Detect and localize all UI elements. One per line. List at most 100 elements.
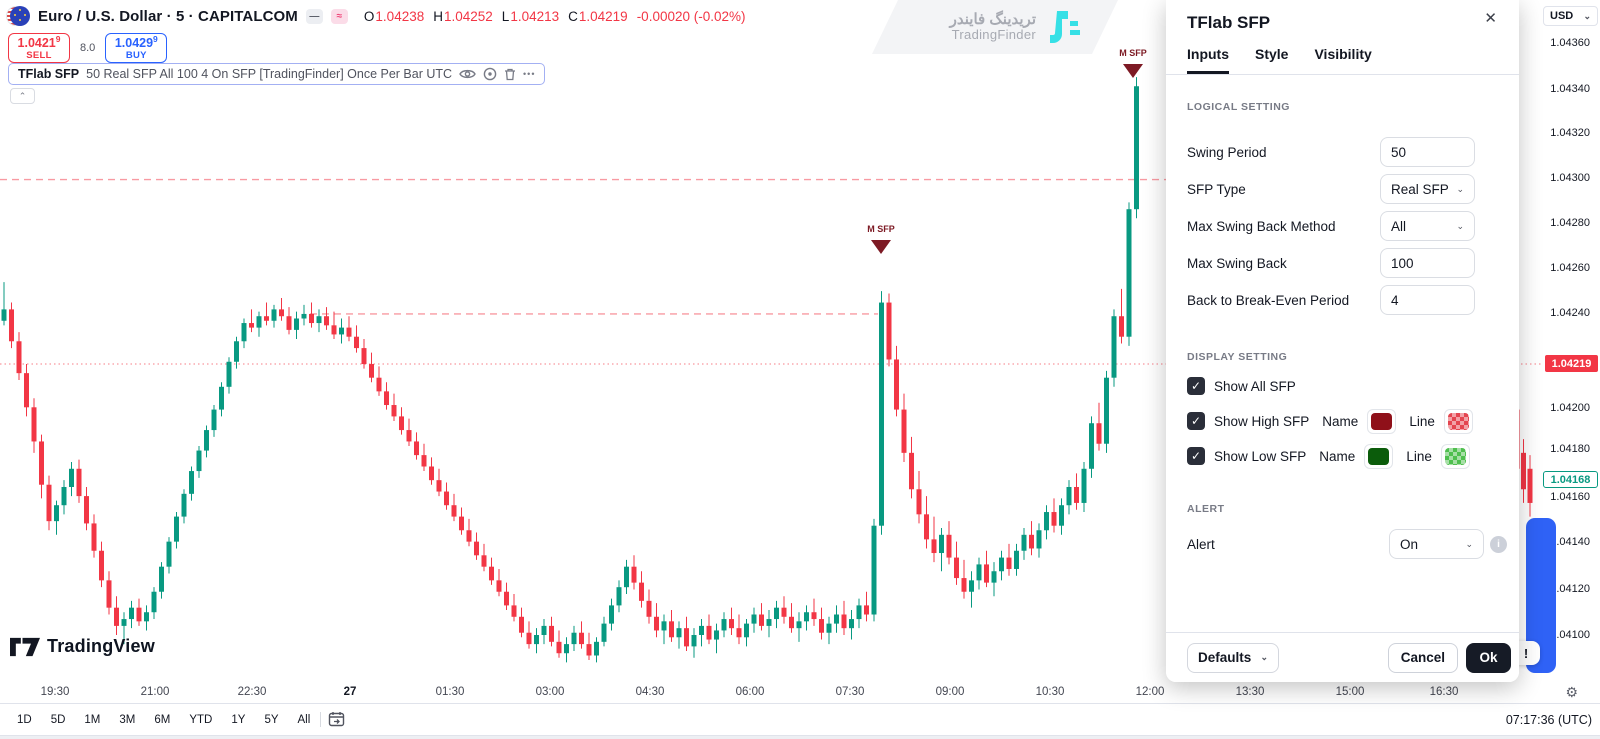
section-logical-setting: LOGICAL SETTING (1187, 101, 1290, 113)
swing-period-input[interactable]: 50 (1380, 137, 1475, 167)
range-button-all[interactable]: All (297, 713, 311, 726)
range-button-5y[interactable]: 5Y (264, 713, 279, 726)
candle (864, 605, 869, 615)
candle (1527, 468, 1533, 503)
range-button-1m[interactable]: 1M (84, 713, 101, 726)
watermark-text-en: TradingFinder (951, 27, 1036, 43)
candle (714, 630, 719, 640)
sfp-marker-triangle-icon (1123, 64, 1143, 78)
price-tick: 1.04260 (1550, 262, 1590, 274)
tab-style[interactable]: Style (1255, 46, 1289, 62)
candle (249, 323, 254, 328)
back-to-break-even-input[interactable]: 4 (1380, 285, 1475, 315)
candle (819, 619, 824, 633)
range-toolbar: 1D 5D 1M 3M 6M YTD 1Y 5Y All 07:17:36 (UTC) (0, 704, 1600, 735)
candle (489, 566, 494, 581)
sell-button[interactable]: 1.04219 SELL (8, 33, 70, 63)
candle (924, 514, 929, 540)
candle (976, 564, 982, 581)
indicator-params: 50 Real SFP All 100 4 On SFP [TradingFin… (86, 67, 453, 81)
max-swing-back-input[interactable]: 100 (1380, 248, 1475, 278)
range-button-ytd[interactable]: YTD (189, 713, 213, 726)
show-all-sfp-checkbox[interactable]: ✓ (1187, 377, 1205, 395)
tab-inputs[interactable]: Inputs (1187, 46, 1229, 74)
watermark-text-fa: تریدینگ فایندر (949, 10, 1036, 28)
chart-pane[interactable]: M SFP M SFP (0, 0, 1545, 703)
field-sfp-type: SFP Type Real SFP ⌄ (1187, 174, 1475, 204)
divider (1166, 74, 1519, 75)
price-tick: 1.04100 (1550, 629, 1590, 641)
gear-icon[interactable]: ⚙ (1565, 684, 1578, 700)
symbol-title[interactable]: Euro / U.S. Dollar · 5 · CAPITALCOM (38, 7, 298, 25)
candle (1014, 550, 1019, 569)
candle (1104, 377, 1109, 444)
tab-visibility[interactable]: Visibility (1314, 46, 1372, 62)
candle (31, 407, 37, 442)
show-high-sfp-checkbox[interactable]: ✓ (1187, 412, 1205, 430)
field-label: Swing Period (1187, 144, 1267, 160)
tradingview-logo[interactable]: TradingView (10, 636, 155, 657)
candle (624, 566, 629, 588)
candle (369, 364, 374, 378)
defaults-select[interactable]: Defaults ⌄ (1187, 642, 1279, 673)
currency-select[interactable]: USD ⌄ (1543, 6, 1598, 26)
candle (1134, 86, 1139, 210)
candle (564, 644, 569, 654)
settings-circle-icon[interactable] (483, 67, 497, 81)
low-sfp-line-color-swatch[interactable] (1440, 443, 1470, 469)
candle (961, 578, 967, 592)
buy-button[interactable]: 1.04299 BUY (105, 33, 168, 63)
range-button-1y[interactable]: 1Y (231, 713, 246, 726)
time-axis[interactable]: ⚙ 19:30 21:00 22:30 27 01:30 03:00 04:30 06:00 0… (0, 683, 1600, 703)
show-low-sfp-checkbox[interactable]: ✓ (1187, 447, 1205, 465)
dialog-footer: Defaults ⌄ Cancel Ok (1166, 632, 1519, 682)
minimize-quote-icon[interactable]: — (305, 8, 323, 24)
go-to-date-icon[interactable] (328, 711, 345, 728)
ok-button[interactable]: Ok (1466, 642, 1511, 673)
sfp-type-select[interactable]: Real SFP ⌄ (1380, 174, 1475, 204)
candle (1059, 505, 1064, 526)
swatch-label: Name (1319, 448, 1356, 464)
clock-utc[interactable]: 07:17:36 (UTC) (1505, 712, 1592, 727)
candle (954, 557, 959, 579)
candle (354, 336, 359, 349)
field-max-swing-back-method: Max Swing Back Method All ⌄ (1187, 211, 1475, 241)
divider (0, 735, 1600, 736)
candle (781, 607, 787, 617)
candle (144, 612, 149, 622)
more-icon[interactable]: ••• (523, 69, 536, 79)
candle (556, 641, 562, 654)
candle (661, 621, 667, 631)
collapse-legend-button[interactable]: ⌃ (10, 88, 35, 104)
low-sfp-name-color-swatch[interactable] (1364, 443, 1394, 469)
market-status-icon[interactable]: ≈ (330, 8, 348, 24)
candle (234, 341, 239, 362)
swatch-label: Line (1406, 448, 1432, 464)
indicator-legend[interactable]: TFlab SFP 50 Real SFP All 100 4 On SFP [… (8, 63, 546, 85)
candle (669, 621, 674, 638)
candle (541, 625, 547, 635)
range-button-1d[interactable]: 1D (17, 713, 32, 726)
candle (1036, 530, 1042, 549)
candle (886, 302, 892, 360)
range-button-3m[interactable]: 3M (119, 713, 136, 726)
eye-icon[interactable] (459, 68, 476, 80)
candle (279, 309, 284, 317)
range-button-6m[interactable]: 6M (154, 713, 171, 726)
time-label: 16:30 (1429, 686, 1459, 698)
high-sfp-line-color-swatch[interactable] (1443, 408, 1473, 434)
candle (789, 616, 794, 629)
row-show-all-sfp: ✓ Show All SFP (1187, 373, 1475, 399)
high-sfp-name-color-swatch[interactable] (1367, 408, 1397, 434)
max-swing-back-method-select[interactable]: All ⌄ (1380, 211, 1475, 241)
trash-icon[interactable] (504, 68, 516, 81)
time-label: 12:00 (1135, 686, 1165, 698)
candle (226, 361, 232, 387)
alert-select[interactable]: On ⌄ (1389, 529, 1484, 559)
candle (46, 484, 52, 522)
checkbox-label: Show Low SFP (1214, 448, 1307, 464)
cancel-button[interactable]: Cancel (1387, 642, 1458, 673)
close-icon[interactable]: ✕ (1484, 10, 1497, 27)
range-button-5d[interactable]: 5D (50, 713, 66, 726)
